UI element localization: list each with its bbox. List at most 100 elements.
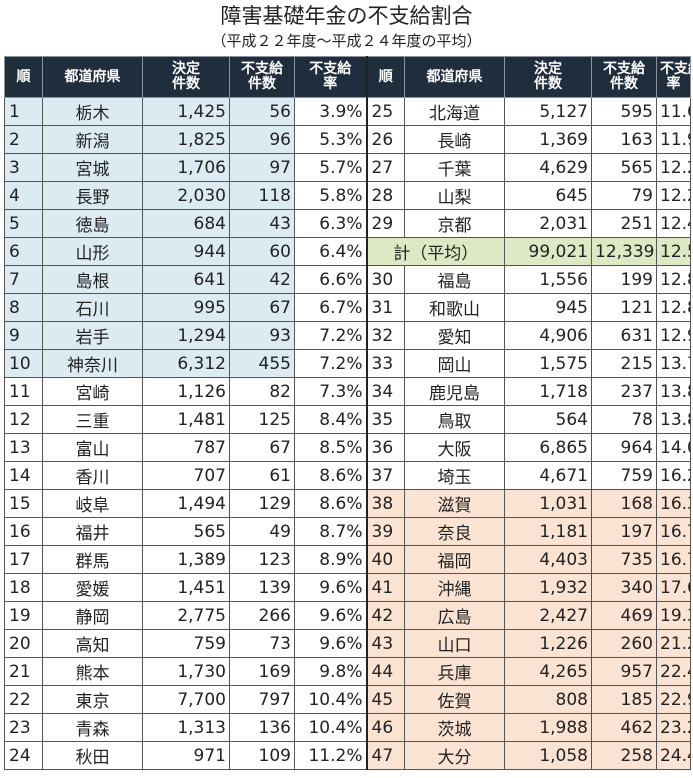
rank-cell: 7 [4, 265, 43, 294]
decided-count-cell: 641 [142, 265, 230, 294]
rank-cell: 37 [365, 461, 405, 490]
rank-cell: 16 [4, 517, 43, 546]
nonpay-count-cell: 78 [591, 405, 657, 434]
prefecture-cell: 静岡 [42, 601, 143, 630]
prefecture-cell: 岩手 [42, 321, 143, 350]
rank-cell: 24 [4, 741, 43, 770]
rank-cell: 21 [4, 657, 43, 686]
prefecture-cell: 埼玉 [404, 461, 505, 490]
rank-cell: 40 [365, 545, 405, 574]
prefecture-cell: 大阪 [404, 433, 505, 462]
nonpay-count-cell: 595 [591, 97, 657, 126]
nonpay-rate-cell: 12.8% [656, 293, 691, 322]
decided-count-cell: 1,126 [142, 377, 230, 406]
nonpay-rate-cell: 5.8% [294, 181, 367, 210]
decided-count-cell: 1,369 [504, 125, 592, 154]
nonpay-count-cell: 139 [229, 573, 295, 602]
nonpay-rate-cell: 9.6% [294, 601, 367, 630]
prefecture-cell: 鹿児島 [404, 377, 505, 406]
rank-cell: 11 [4, 377, 43, 406]
prefecture-cell: 群馬 [42, 545, 143, 574]
nonpay-count-cell: 49 [229, 517, 295, 546]
prefecture-cell: 和歌山 [404, 293, 505, 322]
nonpay-rate-cell: 3.9% [294, 97, 367, 126]
rank-cell: 17 [4, 545, 43, 574]
rank-cell: 34 [365, 377, 405, 406]
nonpay-rate-cell: 10.4% [294, 713, 367, 742]
decided-count-cell: 1,575 [504, 349, 592, 378]
table-header-row: 順 都道府県 決定 件数 不支給 件数 不支給率 順 都道府県 決定 件数 不支給 件数… [4, 56, 691, 98]
decided-count-cell: 684 [142, 209, 230, 238]
prefecture-cell: 岡山 [404, 349, 505, 378]
nonpay-rate-cell: 12.2% [656, 153, 691, 182]
nonpay-count-cell: 237 [591, 377, 657, 406]
decided-count-cell: 1,988 [504, 713, 592, 742]
decided-count-cell: 2,427 [504, 601, 592, 630]
prefecture-cell: 香川 [42, 461, 143, 490]
decided-count-cell: 2,030 [142, 181, 230, 210]
nonpay-count-cell: 12,339 [591, 237, 657, 266]
rank-cell: 23 [4, 713, 43, 742]
rank-cell: 43 [365, 629, 405, 658]
nonpay-count-cell: 82 [229, 377, 295, 406]
prefecture-cell: 富山 [42, 433, 143, 462]
nonpay-count-cell: 136 [229, 713, 295, 742]
decided-count-cell: 1,718 [504, 377, 592, 406]
decided-count-cell: 1,313 [142, 713, 230, 742]
decided-count-cell: 944 [142, 237, 230, 266]
prefecture-cell: 島根 [42, 265, 143, 294]
nonpay-rate-cell: 11.2% [294, 741, 367, 770]
nonpay-count-cell: 735 [591, 545, 657, 574]
nonpay-count-cell: 60 [229, 237, 295, 266]
rank-cell: 5 [4, 209, 43, 238]
nonpay-count-cell: 797 [229, 685, 295, 714]
nonpay-count-cell: 42 [229, 265, 295, 294]
nonpay-rate-cell: 6.4% [294, 237, 367, 266]
rank-cell: 2 [4, 125, 43, 154]
decided-count-cell: 99,021 [504, 237, 592, 266]
decided-count-cell: 2,775 [142, 601, 230, 630]
nonpay-rate-cell: 13.7% [656, 349, 691, 378]
rank-cell: 22 [4, 685, 43, 714]
nonpay-count-cell: 168 [591, 489, 657, 518]
prefecture-cell: 三重 [42, 405, 143, 434]
nonpay-count-cell: 67 [229, 433, 295, 462]
prefecture-cell: 宮城 [42, 153, 143, 182]
prefecture-cell: 岐阜 [42, 489, 143, 518]
decided-count-cell: 1,058 [504, 741, 592, 770]
rank-cell: 13 [4, 433, 43, 462]
prefecture-cell: 茨城 [404, 713, 505, 742]
nonpay-count-cell: 67 [229, 293, 295, 322]
rank-cell: 19 [4, 601, 43, 630]
rank-cell: 12 [4, 405, 43, 434]
prefecture-cell: 東京 [42, 685, 143, 714]
nonpay-rate-cell: 6.6% [294, 265, 367, 294]
decided-count-cell: 1,389 [142, 545, 230, 574]
rank-cell: 3 [4, 153, 43, 182]
decided-count-cell: 564 [504, 405, 592, 434]
nonpay-count-cell: 73 [229, 629, 295, 658]
rank-cell: 4 [4, 181, 43, 210]
nonpay-count-cell: 215 [591, 349, 657, 378]
rank-cell: 25 [365, 97, 405, 126]
nonpay-rate-cell: 23.2% [656, 713, 691, 742]
nonpay-rate-cell: 8.5% [294, 433, 367, 462]
prefecture-cell: 神奈川 [42, 349, 143, 378]
prefecture-cell: 愛媛 [42, 573, 143, 602]
header-prefecture-left: 都道府県 [42, 56, 143, 98]
nonpay-rate-cell: 21.2% [656, 629, 691, 658]
nonpay-rate-cell: 11.6% [656, 97, 691, 126]
rank-cell: 38 [365, 489, 405, 518]
nonpay-count-cell: 631 [591, 321, 657, 350]
nonpay-count-cell: 185 [591, 685, 657, 714]
decided-count-cell: 1,706 [142, 153, 230, 182]
nonpay-rate-cell: 12.4% [656, 209, 691, 238]
prefecture-cell: 福井 [42, 517, 143, 546]
nonpay-count-cell: 96 [229, 125, 295, 154]
